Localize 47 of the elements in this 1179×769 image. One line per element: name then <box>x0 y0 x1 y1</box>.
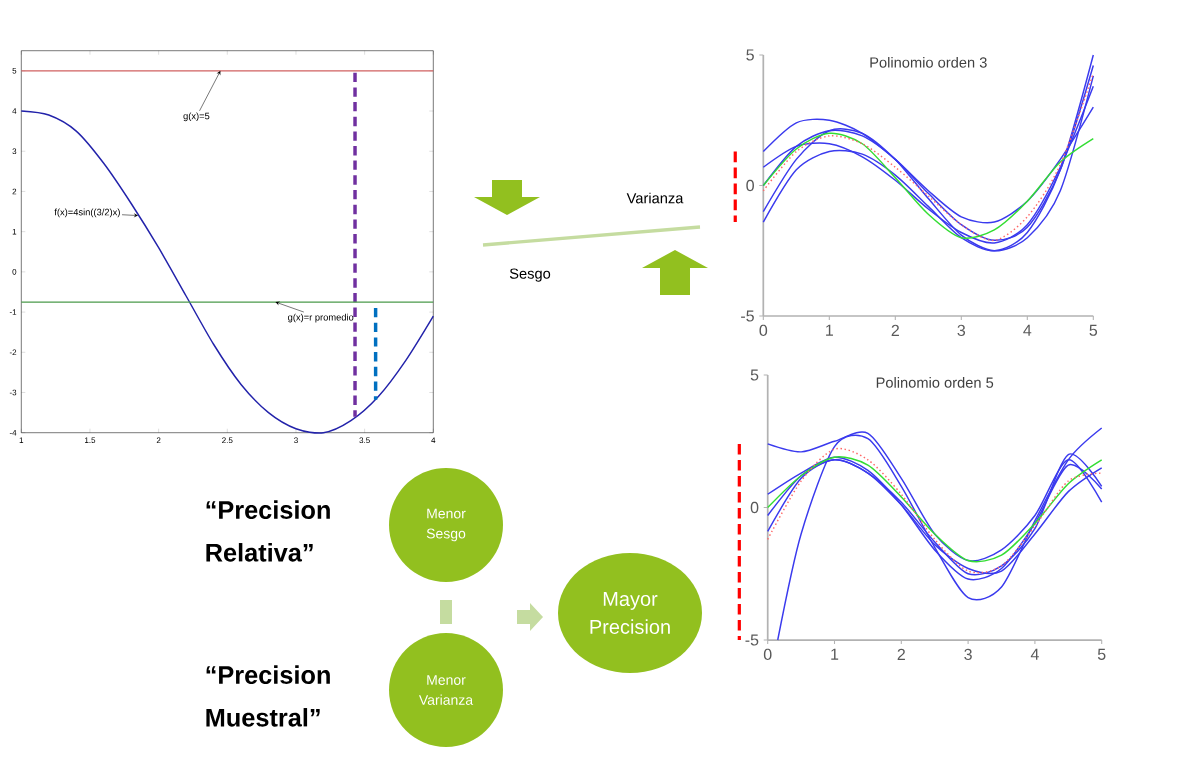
text: Sesgo <box>509 268 551 282</box>
chart-title: Polinomio orden 5 <box>876 377 994 388</box>
text: “Precision Relativa” <box>206 500 330 562</box>
y-tick-label: -3 <box>9 389 17 396</box>
x-tick-label: 4 <box>1030 648 1039 660</box>
x-tick-label: 1 <box>19 437 24 443</box>
x-tick-label: 3 <box>957 324 966 337</box>
x-tick-label: 5 <box>1097 648 1106 660</box>
y-tick-label: 5 <box>746 49 754 61</box>
text: Mayor Precision <box>590 592 670 634</box>
x-tick-label: 1.5 <box>85 437 96 444</box>
x-tick-label: 3.5 <box>359 437 370 444</box>
x-tick-label: 5 <box>1089 324 1098 336</box>
chart-title: Polinomio orden 3 <box>870 56 987 68</box>
y-tick-label: -5 <box>741 310 754 322</box>
y-tick-label: 3 <box>12 148 17 155</box>
annotation: f(x)=4sin((3/2)x) <box>54 208 120 218</box>
y-tick-label: -2 <box>9 349 17 356</box>
y-tick-label: 4 <box>12 108 17 114</box>
y-tick-label: 5 <box>12 68 17 74</box>
y-tick-label: 0 <box>750 501 759 514</box>
y-tick-label: 5 <box>750 369 759 381</box>
annotation: g(x)=r promedio <box>288 313 354 323</box>
x-tick-label: 2 <box>897 648 905 660</box>
y-tick-label: 1 <box>12 228 17 235</box>
y-tick-label: 2 <box>12 188 17 195</box>
y-tick-label: 0 <box>746 179 754 192</box>
x-tick-label: 2.5 <box>222 437 233 444</box>
x-tick-label: 1 <box>826 324 833 336</box>
text: Menor Sesgo <box>426 508 466 542</box>
annotation: g(x)=5 <box>183 112 210 122</box>
y-tick-label: 0 <box>12 269 17 275</box>
x-tick-label: 0 <box>759 324 768 337</box>
y-tick-label: -4 <box>9 429 17 436</box>
x-tick-label: 1 <box>831 648 839 660</box>
x-tick-label: 2 <box>891 324 899 336</box>
x-tick-label: 3 <box>294 437 298 444</box>
x-tick-label: 3 <box>964 648 972 661</box>
x-tick-label: 2 <box>156 437 161 444</box>
y-tick-label: -1 <box>9 309 17 315</box>
x-tick-label: 4 <box>431 437 436 443</box>
text: “Precision Muestral” <box>206 665 330 727</box>
text: Menor Varianza <box>418 675 474 705</box>
text: Varianza <box>626 192 684 204</box>
x-tick-label: 4 <box>1023 324 1032 336</box>
y-tick-label: -5 <box>745 634 759 646</box>
x-tick-label: 0 <box>763 648 772 661</box>
